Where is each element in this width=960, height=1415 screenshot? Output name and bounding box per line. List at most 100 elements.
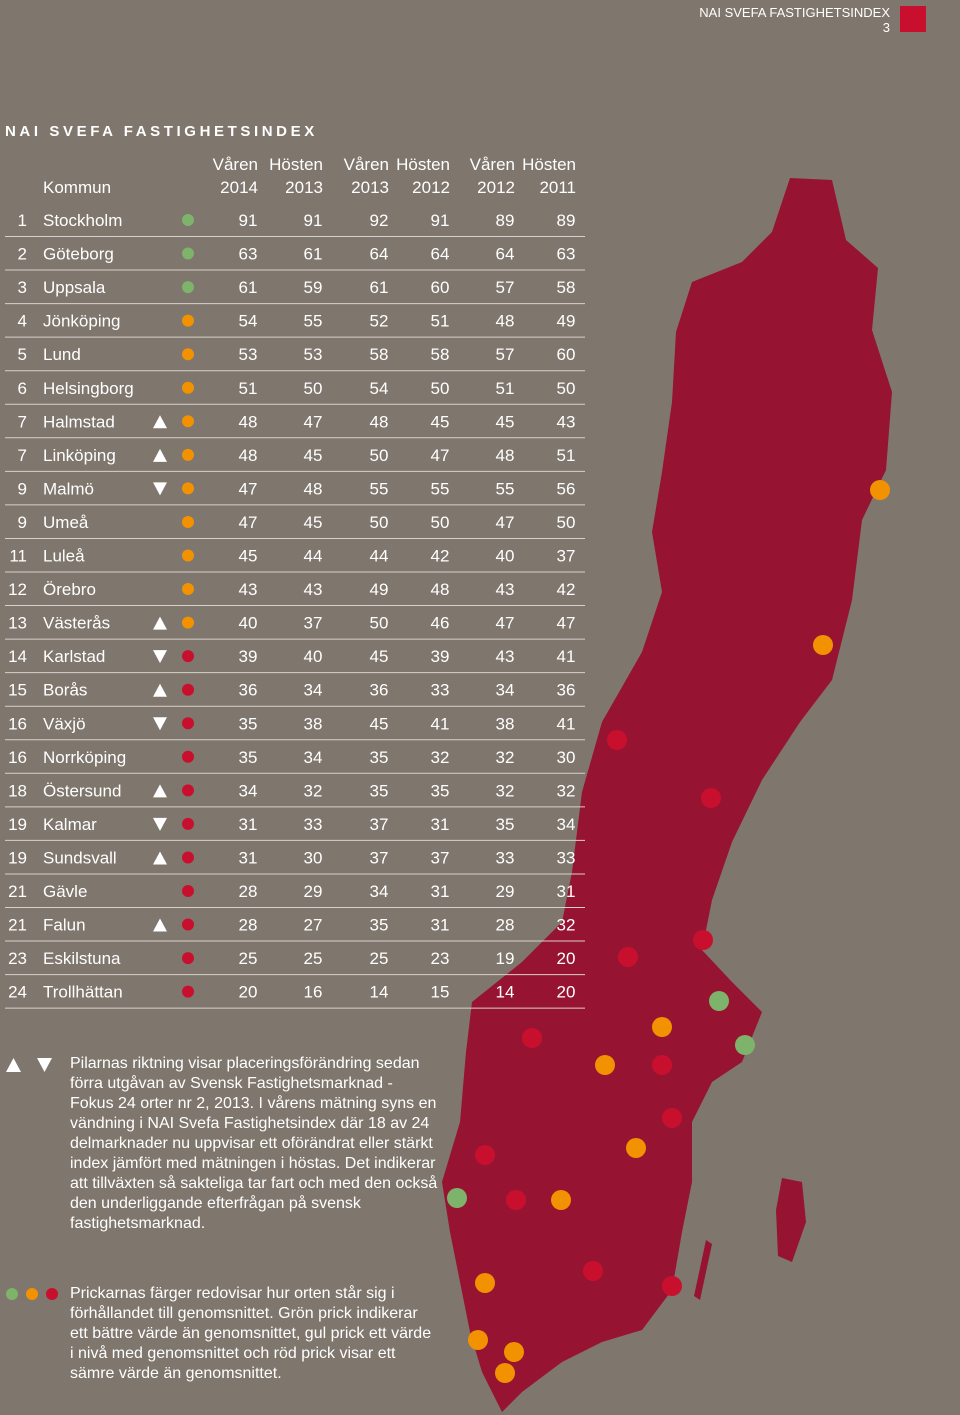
value: 37	[304, 614, 323, 633]
dot-legend	[46, 1288, 58, 1300]
level-dot	[182, 314, 194, 327]
value: 31	[431, 882, 450, 901]
value: 38	[496, 714, 515, 733]
value: 50	[431, 379, 450, 398]
city: Östersund	[43, 781, 121, 800]
value: 31	[239, 815, 258, 834]
level-dot	[182, 281, 194, 294]
value: 60	[557, 345, 576, 364]
value: 25	[239, 949, 258, 968]
value: 14	[370, 983, 389, 1002]
rank: 11	[9, 547, 27, 566]
header-title: NAI SVEFA FASTIGHETSINDEX	[699, 5, 890, 20]
level-dot	[182, 549, 194, 562]
value: 29	[304, 882, 323, 901]
value: 37	[370, 815, 389, 834]
value: 48	[239, 446, 258, 465]
rank: 5	[18, 345, 27, 364]
arrow-up	[153, 415, 167, 429]
rank: 19	[8, 815, 27, 834]
rank: 14	[8, 647, 27, 666]
column-header: 2012	[477, 178, 515, 197]
rank: 7	[18, 412, 27, 431]
value: 32	[557, 916, 576, 935]
column-header: 2013	[285, 178, 323, 197]
value: 64	[431, 245, 450, 264]
table-title: NAI SVEFA FASTIGHETSINDEX	[5, 123, 318, 140]
city: Stockholm	[43, 211, 122, 230]
value: 47	[239, 479, 258, 498]
rank: 19	[8, 848, 27, 867]
rank: 4	[18, 312, 27, 331]
value: 40	[239, 614, 258, 633]
value: 35	[431, 781, 450, 800]
value: 89	[557, 211, 576, 230]
city: Umeå	[43, 513, 89, 532]
value: 28	[239, 882, 258, 901]
value: 23	[431, 949, 450, 968]
rank: 18	[8, 781, 27, 800]
value: 45	[304, 446, 323, 465]
column-header: Hösten	[396, 155, 450, 174]
value: 43	[557, 412, 576, 431]
value: 30	[557, 748, 576, 767]
city: Norrköping	[43, 748, 126, 767]
column-header: 2014	[220, 178, 258, 197]
note: Pilarnas riktning visar placeringsföränd…	[70, 1055, 438, 1232]
arrow-up	[153, 918, 167, 932]
value: 19	[496, 949, 515, 968]
value: 34	[496, 681, 515, 700]
value: 55	[496, 479, 515, 498]
value: 28	[496, 916, 515, 935]
value: 55	[431, 479, 450, 498]
value: 32	[304, 781, 323, 800]
city: Örebro	[43, 580, 96, 599]
column-header: Hösten	[269, 155, 323, 174]
value: 52	[370, 312, 389, 331]
value: 40	[496, 547, 515, 566]
value: 20	[557, 983, 576, 1002]
level-dot	[182, 817, 194, 830]
value: 46	[431, 614, 450, 633]
value: 34	[304, 748, 323, 767]
level-dot	[182, 952, 194, 965]
value: 45	[304, 513, 323, 532]
level-dot	[182, 784, 194, 797]
value: 28	[239, 916, 258, 935]
value: 47	[496, 513, 515, 532]
value: 45	[239, 547, 258, 566]
level-dot	[182, 985, 194, 998]
value: 92	[370, 211, 389, 230]
arrow-up	[153, 616, 167, 630]
arrow-down	[153, 650, 167, 664]
value: 27	[304, 916, 323, 935]
value: 58	[431, 345, 450, 364]
value: 39	[431, 647, 450, 666]
value: 32	[496, 748, 515, 767]
rank: 2	[18, 245, 27, 264]
value: 48	[239, 412, 258, 431]
value: 47	[304, 412, 323, 431]
value: 41	[557, 647, 576, 666]
value: 41	[557, 714, 576, 733]
city: Malmö	[43, 479, 94, 498]
value: 33	[496, 848, 515, 867]
value: 34	[557, 815, 576, 834]
value: 42	[431, 547, 450, 566]
value: 54	[370, 379, 389, 398]
value: 33	[557, 848, 576, 867]
level-dot	[182, 381, 194, 394]
arrow-down	[153, 817, 167, 831]
value: 63	[239, 245, 258, 264]
column-header: 2013	[351, 178, 389, 197]
value: 32	[496, 781, 515, 800]
value: 38	[304, 714, 323, 733]
value: 53	[304, 345, 323, 364]
value: 40	[304, 647, 323, 666]
value: 36	[370, 681, 389, 700]
value: 61	[370, 278, 389, 297]
city: Borås	[43, 681, 87, 700]
value: 25	[304, 949, 323, 968]
value: 64	[496, 245, 515, 264]
